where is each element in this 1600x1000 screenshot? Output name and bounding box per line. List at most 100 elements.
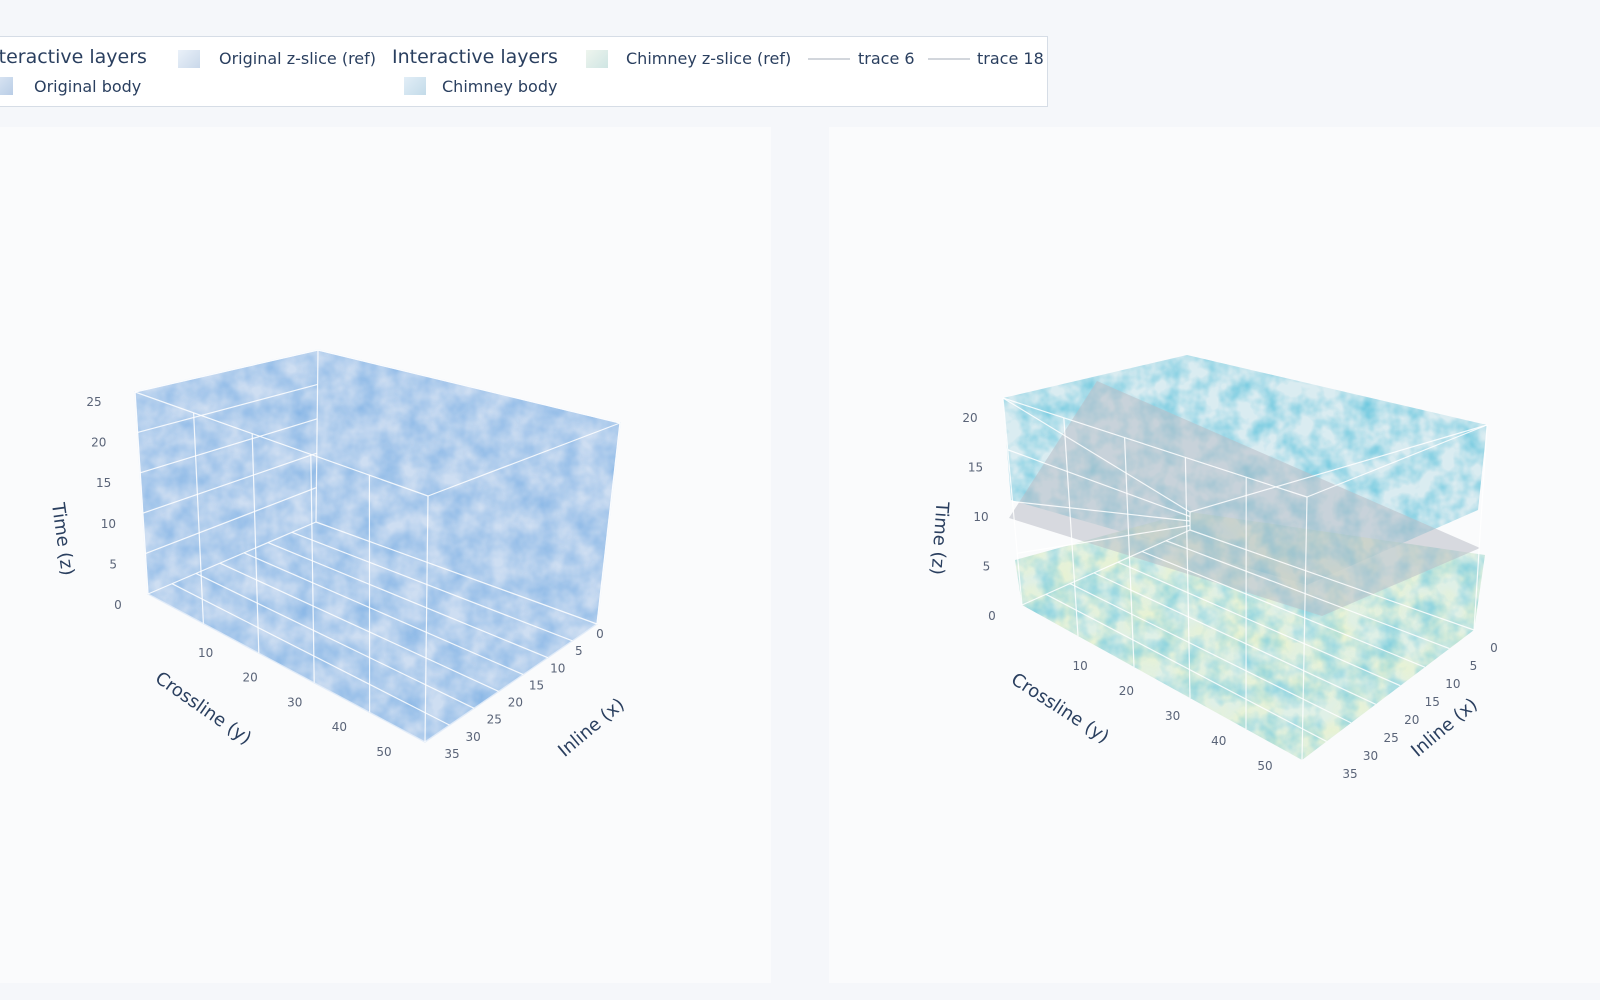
legend-original-slice-label[interactable]: Original z-slice (ref) bbox=[219, 49, 377, 68]
legend-trace-18-label[interactable]: trace 18 bbox=[977, 49, 1044, 68]
left-x-tick-10: 10 bbox=[550, 661, 565, 675]
left-z-tick-5: 5 bbox=[109, 557, 117, 571]
right-y-tick-10: 10 bbox=[1073, 659, 1088, 673]
left-x-tick-30: 30 bbox=[466, 730, 481, 744]
left-z-gridline-15 bbox=[140, 418, 318, 474]
right-x-gridline-20 bbox=[1093, 572, 1376, 705]
left-box-edge-back-vertical bbox=[315, 349, 319, 523]
left-x-tick-5: 5 bbox=[575, 644, 583, 658]
right-box-edge-front-top-left bbox=[1002, 397, 1308, 498]
left-z-tick-20: 20 bbox=[91, 436, 106, 450]
right-x-tick-35: 35 bbox=[1342, 767, 1357, 781]
right-y-tick-20: 20 bbox=[1119, 684, 1134, 698]
right-box-edge-floor-right bbox=[1189, 529, 1475, 631]
left-x-gridline-30 bbox=[171, 583, 450, 726]
legend-group1-title: Interactive layers bbox=[0, 46, 147, 68]
left-box-edge-front-top-left bbox=[134, 391, 429, 497]
left-x-gridline-20 bbox=[219, 562, 499, 692]
right-z-tick-15: 15 bbox=[968, 461, 983, 475]
left-box-edge-top-right bbox=[317, 349, 621, 424]
left-box-edge-front-top-right bbox=[427, 422, 621, 497]
right-y-gridline-20 bbox=[1124, 437, 1135, 668]
left-z-tick-10: 10 bbox=[101, 517, 116, 531]
left-x-tick-15: 15 bbox=[529, 678, 544, 692]
left-x-tick-20: 20 bbox=[508, 696, 523, 710]
legend-trace-6-line[interactable] bbox=[808, 58, 850, 60]
left-y-tick-40: 40 bbox=[332, 720, 347, 734]
legend-chimney-slice-swatch[interactable] bbox=[586, 50, 608, 68]
left-box-edge-right-vertical bbox=[596, 422, 621, 625]
left-x-axis-title: Inline (x) bbox=[554, 694, 628, 761]
right-y-tick-40: 40 bbox=[1211, 734, 1226, 748]
right-z-gridline-5 bbox=[1017, 524, 1191, 554]
right-box-edge-top-back bbox=[1002, 397, 1191, 513]
legend-original-slice-swatch[interactable] bbox=[178, 50, 200, 68]
right-box-edge-right-vertical bbox=[1473, 424, 1488, 631]
right-x-gridline-25 bbox=[1069, 583, 1352, 724]
legend-chimney-slice-label[interactable]: Chimney z-slice (ref) bbox=[626, 49, 792, 68]
right-z-gridline-10 bbox=[1012, 500, 1191, 522]
right-z-axis-title: Time (z) bbox=[926, 500, 952, 576]
left-box-edge-floor-left bbox=[147, 521, 317, 595]
right-box-edge-floor-left bbox=[1021, 529, 1191, 606]
right-x-gridline-30 bbox=[1045, 593, 1327, 742]
left-z-tick-0: 0 bbox=[114, 598, 122, 612]
left-y-gridline-20 bbox=[251, 433, 260, 654]
right-x-tick-30: 30 bbox=[1363, 749, 1378, 763]
legend: Interactive layers Original z-slice (ref… bbox=[0, 36, 1048, 107]
legend-trace-18-line[interactable] bbox=[928, 58, 970, 60]
tick-labels: 0510152025051015202530351020304050051015… bbox=[86, 395, 1497, 781]
left-x-gridline-25 bbox=[195, 572, 475, 709]
left-box-edge-front-vertical bbox=[424, 495, 429, 743]
left-y-tick-10: 10 bbox=[198, 646, 213, 660]
right-x-tick-25: 25 bbox=[1384, 731, 1399, 745]
left-box-edge-floor-right bbox=[315, 521, 598, 625]
left-x-tick-0: 0 bbox=[596, 627, 604, 641]
right-x-gridline-5 bbox=[1165, 540, 1450, 650]
left-z-tick-25: 25 bbox=[86, 395, 101, 409]
left-z-gridline-5 bbox=[145, 487, 317, 555]
left-box-edge-left-vertical bbox=[134, 391, 149, 595]
left-z-axis-title: Time (z) bbox=[47, 501, 78, 577]
right-y-gridline-30 bbox=[1184, 457, 1191, 699]
right-y-tick-30: 30 bbox=[1165, 709, 1180, 723]
left-z-tick-15: 15 bbox=[96, 476, 111, 490]
right-x-axis-title: Inline (x) bbox=[1407, 694, 1481, 761]
left-y-tick-50: 50 bbox=[376, 745, 391, 759]
right-box-edge-top-right bbox=[1189, 424, 1488, 513]
legend-trace-6-label[interactable]: trace 6 bbox=[858, 49, 915, 68]
right-z-tick-0: 0 bbox=[988, 609, 996, 623]
left-z-gridline-20 bbox=[137, 383, 318, 433]
right-x-tick-15: 15 bbox=[1425, 695, 1440, 709]
left-x-gridline-5 bbox=[291, 531, 573, 642]
right-x-tick-10: 10 bbox=[1445, 677, 1460, 691]
chimney-z-slice-plane bbox=[1009, 381, 1480, 616]
right-y-tick-50: 50 bbox=[1257, 759, 1272, 773]
left-x-gridline-10 bbox=[267, 542, 549, 659]
right-z-tick-20: 20 bbox=[962, 411, 977, 425]
legend-chimney-body-label[interactable]: Chimney body bbox=[442, 77, 558, 96]
right-z-tick-5: 5 bbox=[983, 560, 991, 574]
right-x-gridline-10 bbox=[1141, 550, 1426, 668]
left-y-axis-title: Crossline (y) bbox=[151, 668, 255, 750]
chimney-volume-group bbox=[1003, 355, 1487, 760]
legend-chimney-body-swatch[interactable] bbox=[404, 77, 426, 95]
left-y-gridline-10 bbox=[193, 412, 204, 624]
right-box-edge-front-top-right bbox=[1306, 424, 1488, 498]
axis-box-grid bbox=[134, 349, 1488, 761]
right-x-tick-20: 20 bbox=[1404, 713, 1419, 727]
left-x-gridline-15 bbox=[243, 552, 524, 676]
legend-original-body-swatch[interactable] bbox=[0, 77, 13, 95]
right-z-gridline-15 bbox=[1007, 449, 1191, 518]
left-y-gridline-30 bbox=[310, 454, 315, 683]
legend-group2-title: Interactive layers bbox=[392, 46, 558, 68]
left-x-tick-25: 25 bbox=[487, 713, 502, 727]
left-y-tick-30: 30 bbox=[287, 695, 302, 709]
right-y-axis-title: Crossline (y) bbox=[1007, 669, 1113, 748]
right-box-edge-front-vertical bbox=[1301, 496, 1308, 761]
right-x-tick-5: 5 bbox=[1470, 659, 1478, 673]
left-box-edge-top-back bbox=[134, 349, 319, 393]
legend-original-body-label[interactable]: Original body bbox=[34, 77, 142, 96]
right-z-tick-10: 10 bbox=[973, 510, 988, 524]
